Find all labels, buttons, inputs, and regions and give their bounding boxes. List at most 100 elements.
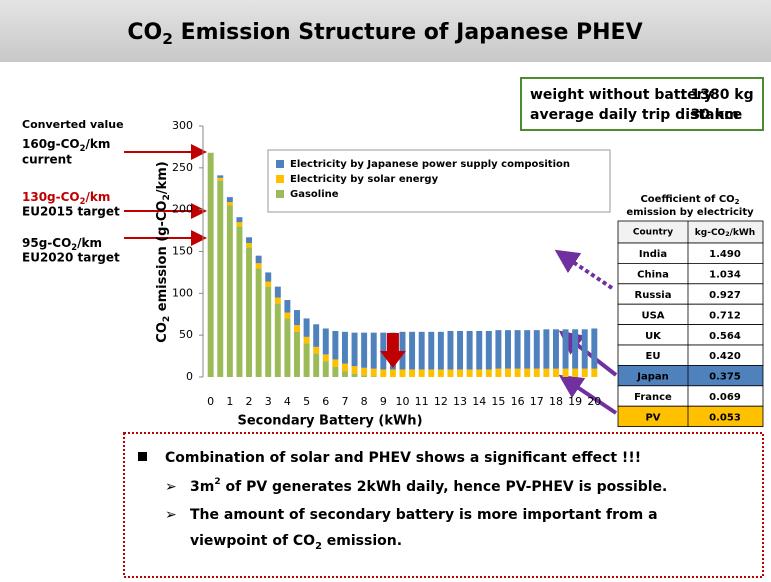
bar-segment: [236, 226, 243, 377]
bar-segment: [236, 217, 243, 223]
bar-segment: [313, 346, 320, 354]
note-item: viewpoint of CO2 emission.: [190, 533, 402, 552]
bar-segment: [380, 369, 387, 377]
bar-segment: [255, 263, 262, 269]
bar-segment: [533, 368, 540, 377]
table-cell: 1.490: [709, 249, 741, 260]
x-tick-label: 8: [361, 395, 368, 408]
table-header-cell: Country: [633, 228, 673, 238]
table-cell: France: [634, 392, 672, 403]
x-tick-label: 9: [380, 395, 387, 408]
bar-segment: [457, 330, 464, 370]
y-axis-label: CO2 emission (g-CO2/km): [155, 161, 172, 342]
bar-segment: [226, 197, 233, 203]
bar-segment: [246, 243, 253, 248]
bar-segment: [361, 375, 368, 377]
arrow: [558, 374, 618, 415]
bar-segment: [284, 300, 291, 313]
bar-segment: [341, 363, 348, 372]
bar-segment: [476, 369, 483, 377]
bar-segment: [533, 330, 540, 369]
table-cell: Russia: [635, 290, 672, 301]
y-tick-label: 100: [172, 286, 193, 299]
bar-segment: [207, 152, 214, 377]
tt-sub: 2: [735, 198, 740, 206]
info-value: : 1380 kg: [680, 87, 754, 103]
bar-segment: [322, 361, 329, 377]
note-part: viewpoint of CO: [190, 533, 315, 549]
bar-segment: [485, 330, 492, 370]
sub-bullet: ➢: [165, 479, 177, 495]
bar-segment: [341, 331, 348, 364]
bar-segment: [246, 237, 253, 244]
bar-segment: [332, 359, 339, 367]
th-part: /kWh: [730, 228, 756, 238]
table-cell: 0.420: [709, 351, 741, 362]
table-cell: 0.069: [709, 392, 741, 403]
annotation-header: Converted value: [22, 118, 124, 131]
bar-segment: [370, 332, 377, 369]
bar-segment: [294, 325, 300, 332]
table-cell: 0.712: [709, 310, 741, 321]
table-cell: Japan: [636, 372, 669, 383]
tt-part: Coefficient of CO: [640, 194, 734, 205]
highlight-arrow: [379, 333, 406, 368]
table-title: Coefficient of CO2: [640, 194, 739, 206]
ylabel-part: CO: [155, 322, 170, 343]
bar-segment: [274, 297, 281, 304]
bar-segment: [399, 331, 406, 370]
x-tick-label: 16: [511, 395, 525, 408]
bar-segment: [466, 369, 473, 377]
bar-segment: [495, 368, 502, 377]
bar-segment: [447, 330, 454, 370]
legend-swatch: [276, 190, 284, 198]
bar-segment: [226, 202, 233, 206]
bar-segment: [341, 371, 348, 377]
bar-segment: [294, 310, 300, 326]
bar-segment: [265, 286, 272, 377]
bar-segment: [332, 330, 339, 360]
bar-segment: [581, 368, 588, 377]
bar-segment: [428, 369, 435, 377]
bar-segment: [552, 368, 559, 377]
bar-segment: [332, 366, 339, 377]
table: India 1.490 China 1.034 Russia 0.927 USA 0.712 U…: [617, 242, 764, 428]
bar-segment: [543, 329, 550, 369]
x-tick-label: 13: [453, 395, 467, 408]
note-part: emission.: [322, 533, 402, 549]
x-tick-label: 5: [303, 395, 310, 408]
bar-segment: [265, 281, 272, 287]
ann-part: /km: [77, 236, 102, 250]
table-cell: India: [639, 249, 667, 260]
bar-segment: [217, 175, 224, 178]
bar-segment: [409, 331, 416, 370]
legend-label: Gasoline: [290, 189, 339, 200]
arrow: [554, 249, 614, 290]
bar-segment: [351, 366, 358, 374]
legend-label: Electricity by solar energy: [290, 174, 439, 185]
bar-segment: [572, 329, 579, 369]
bar-segment: [485, 369, 492, 377]
ylabel-sub: 2: [162, 316, 172, 322]
bar-segment: [236, 222, 243, 227]
bar-segment: [514, 368, 521, 377]
info-box: [520, 77, 764, 131]
x-tick-label: 18: [549, 395, 563, 408]
bar-segment: [370, 376, 377, 377]
ann-sub: 2: [80, 196, 86, 206]
table-cell: UK: [645, 331, 662, 342]
x-tick-label: 12: [434, 395, 448, 408]
sub-bullet: ➢: [165, 507, 177, 523]
bar-segment: [322, 328, 329, 355]
x-tick-label: 0: [207, 395, 214, 408]
bar-segment: [303, 336, 310, 344]
bar-segment: [351, 332, 358, 367]
annotation-value: 95g-CO2/km: [22, 236, 102, 252]
table-cell: 1.034: [709, 270, 741, 281]
x-tick-label: 14: [472, 395, 486, 408]
x-tick-label: 19: [568, 395, 582, 408]
bar-segment: [591, 328, 598, 369]
legend-swatch: [276, 175, 284, 183]
